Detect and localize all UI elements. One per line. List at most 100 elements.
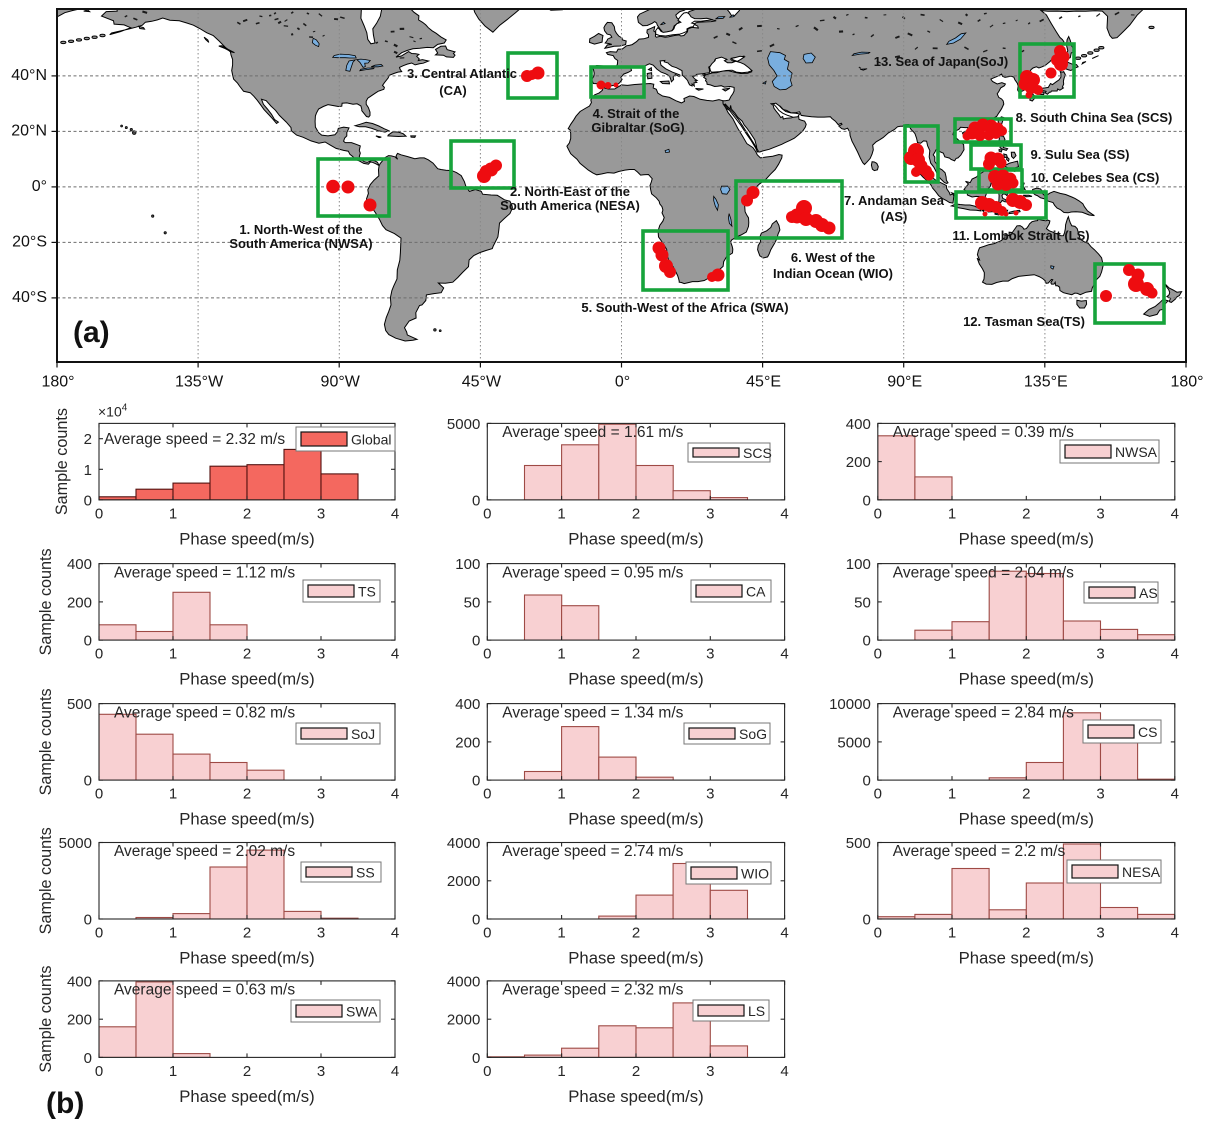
svg-text:NWSA: NWSA [1115,444,1158,460]
svg-text:4: 4 [391,646,399,663]
svg-text:Average speed = 0.82 m/s: Average speed = 0.82 m/s [114,704,295,721]
svg-text:13. Sea of Japan(SoJ): 13. Sea of Japan(SoJ) [874,54,1008,69]
svg-text:100: 100 [846,556,871,573]
svg-text:3: 3 [1096,646,1104,663]
svg-text:2: 2 [632,646,640,663]
svg-text:4000: 4000 [447,973,480,990]
svg-text:200: 200 [67,1012,92,1029]
svg-text:3: 3 [706,925,714,942]
svg-text:3: 3 [706,786,714,803]
svg-text:3: 3 [317,1063,325,1080]
svg-text:4: 4 [391,925,399,942]
svg-text:20°N: 20°N [11,123,47,140]
svg-text:AS: AS [1139,585,1158,601]
svg-text:Average speed = 2.32 m/s: Average speed = 2.32 m/s [502,982,683,999]
svg-text:SCS: SCS [743,445,772,461]
svg-text:2: 2 [632,505,640,522]
svg-text:Phase speed(m/s): Phase speed(m/s) [959,529,1094,548]
svg-text:0: 0 [862,773,870,790]
svg-text:6. West of the: 6. West of the [791,250,875,265]
svg-text:1: 1 [84,462,92,479]
svg-text:2: 2 [1022,786,1030,803]
svg-text:Sample counts: Sample counts [37,966,55,1073]
svg-text:400: 400 [67,973,92,990]
svg-text:90°W: 90°W [321,374,361,391]
svg-text:WIO: WIO [741,866,769,882]
svg-text:3: 3 [706,646,714,663]
svg-text:4: 4 [780,786,788,803]
svg-text:TS: TS [358,584,376,600]
svg-text:9. Sulu Sea (SS): 9. Sulu Sea (SS) [1031,147,1130,162]
svg-text:Sample counts: Sample counts [53,408,71,515]
svg-text:2: 2 [243,646,251,663]
svg-text:Average speed = 0.95 m/s: Average speed = 0.95 m/s [502,564,683,581]
svg-text:SS: SS [356,865,375,881]
svg-text:Gibraltar (SoG): Gibraltar (SoG) [591,120,684,135]
svg-text:Phase speed(m/s): Phase speed(m/s) [179,949,314,968]
svg-text:45°W: 45°W [462,374,502,391]
svg-text:3: 3 [317,925,325,942]
svg-text:Average speed = 2.74 m/s: Average speed = 2.74 m/s [502,843,683,860]
svg-text:2: 2 [84,431,92,448]
svg-text:1: 1 [948,646,956,663]
svg-text:Phase speed(m/s): Phase speed(m/s) [179,1087,314,1106]
svg-text:(CA): (CA) [439,83,466,98]
svg-text:1. North-West of the: 1. North-West of the [239,222,362,237]
svg-text:5000: 5000 [447,416,480,433]
svg-text:4: 4 [1171,925,1179,942]
svg-text:200: 200 [455,734,480,751]
svg-text:Sample counts: Sample counts [37,548,55,655]
svg-text:Average speed = 2.32 m/s: Average speed = 2.32 m/s [104,431,285,448]
svg-text:3: 3 [1096,925,1104,942]
svg-text:1: 1 [557,925,565,942]
svg-text:3. Central Atlantic: 3. Central Atlantic [407,66,517,81]
svg-text:0: 0 [483,786,491,803]
svg-text:South America (NWSA): South America (NWSA) [229,236,372,251]
svg-text:0: 0 [472,633,480,650]
svg-text:2: 2 [632,925,640,942]
svg-text:2000: 2000 [447,1012,480,1029]
svg-text:SWA: SWA [346,1004,378,1020]
svg-text:0: 0 [862,633,870,650]
svg-text:0: 0 [874,505,882,522]
svg-text:0: 0 [95,505,103,522]
svg-text:NESA: NESA [1122,864,1161,880]
svg-text:50: 50 [854,594,871,611]
svg-text:0: 0 [84,1050,92,1067]
svg-text:2: 2 [1022,646,1030,663]
svg-text:Average speed = 2.02 m/s: Average speed = 2.02 m/s [114,843,295,860]
svg-text:LS: LS [748,1003,765,1019]
svg-text:0: 0 [95,1063,103,1080]
svg-text:2: 2 [632,786,640,803]
svg-text:200: 200 [67,594,92,611]
svg-text:4: 4 [391,786,399,803]
svg-text:1: 1 [557,505,565,522]
svg-text:Phase speed(m/s): Phase speed(m/s) [568,529,703,548]
svg-text:1: 1 [169,786,177,803]
svg-text:400: 400 [846,416,871,433]
svg-text:1: 1 [948,925,956,942]
svg-text:10000: 10000 [829,696,871,713]
svg-text:Average speed = 1.61 m/s: Average speed = 1.61 m/s [502,424,683,441]
svg-text:Average speed = 0.63 m/s: Average speed = 0.63 m/s [114,982,295,999]
svg-text:4: 4 [1171,505,1179,522]
svg-text:4: 4 [391,505,399,522]
svg-text:2: 2 [243,505,251,522]
svg-text:5. South-West of the Africa (S: 5. South-West of the Africa (SWA) [581,300,788,315]
svg-text:5000: 5000 [59,835,92,852]
svg-text:200: 200 [846,454,871,471]
svg-text:50: 50 [464,594,481,611]
svg-text:Phase speed(m/s): Phase speed(m/s) [179,670,314,689]
svg-text:40°N: 40°N [11,67,47,84]
svg-text:0: 0 [84,492,92,509]
svg-text:4. Strait of the: 4. Strait of the [593,106,680,121]
svg-text:45°E: 45°E [746,374,781,391]
svg-text:4: 4 [780,505,788,522]
svg-text:South America (NESA): South America (NESA) [500,198,640,213]
svg-text:3: 3 [1096,786,1104,803]
svg-text:3: 3 [317,786,325,803]
svg-text:Average speed = 0.39 m/s: Average speed = 0.39 m/s [893,424,1074,441]
svg-text:180°: 180° [41,374,74,391]
svg-text:(a): (a) [73,316,110,349]
svg-text:4: 4 [780,646,788,663]
